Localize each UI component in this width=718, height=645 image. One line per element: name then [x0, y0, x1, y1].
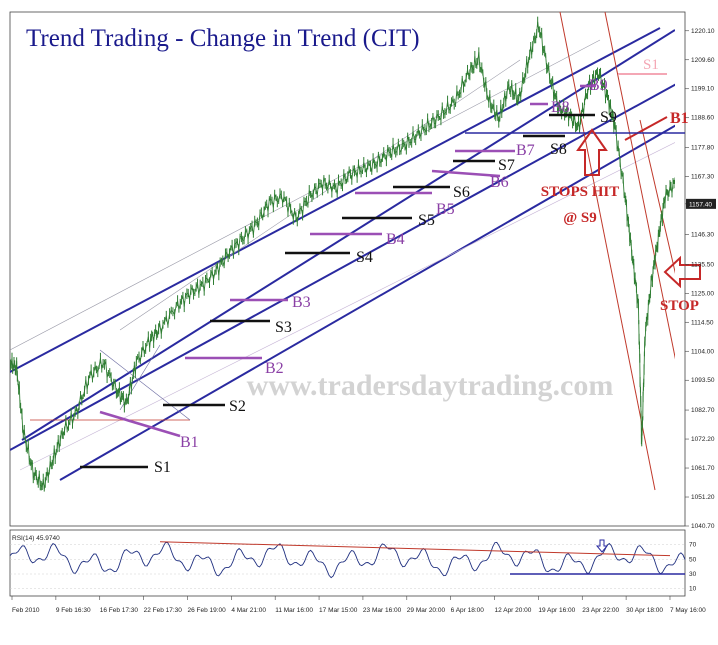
buy-level-line	[99, 410, 181, 438]
buy-level-label: B9	[589, 77, 608, 94]
y-tick-label: 1135.50	[691, 261, 714, 268]
x-tick-label: 19 Apr 16:00	[538, 607, 575, 614]
buy-level-label: B3	[292, 294, 311, 311]
stop-level-label: S1	[154, 459, 171, 476]
buy-level-label: B2	[265, 360, 284, 377]
x-tick-label: 9 Feb 16:30	[56, 607, 91, 614]
watermark-text: www.tradersdaytrading.com	[247, 369, 614, 402]
rsi-tick-label: 10	[689, 586, 697, 593]
buy-level-line	[431, 169, 501, 178]
x-tick-label: 29 Mar 20:00	[407, 607, 446, 614]
y-tick-label: 1114.50	[691, 319, 714, 326]
y-tick-label: 1072.20	[691, 436, 715, 443]
y-tick-label: 1125.00	[691, 290, 714, 297]
y-axis: 1220.10 1209.60 1199.10 1188.60 1177.80 1167.…	[685, 28, 716, 530]
x-tick-label: 30 Apr 18:00	[626, 607, 663, 614]
current-price-tag	[686, 198, 716, 209]
x-tick-label: 11 Mar 16:00	[275, 607, 313, 614]
price-series	[10, 16, 675, 492]
level-markers: B1 B2 B3 B4 B5 B6 B7 B8 B9 B1 S1 S2 S3 S4 S5 S6 S7 S8 S9 S1	[80, 57, 689, 476]
stop-label: STOP	[660, 298, 699, 314]
annotation-arrows	[576, 128, 701, 289]
y-tick-label: 1061.70	[691, 465, 715, 472]
x-tick-label: 23 Mar 16:00	[363, 607, 402, 614]
buy-level-label: B1	[180, 434, 199, 451]
y-tick-label: 1167.30	[691, 174, 714, 181]
channel-upper-line	[10, 27, 661, 373]
buy-level-label: B4	[386, 231, 405, 248]
x-tick-label: 12 Apr 20:00	[495, 607, 532, 614]
grey-channel-line	[119, 59, 521, 331]
buy-level-label: B7	[516, 142, 535, 159]
rsi-tick-label: 50	[689, 556, 697, 563]
y-tick-label: 1199.10	[691, 86, 714, 93]
rsi-trend-line	[159, 541, 671, 557]
stop-level-label: S7	[498, 157, 515, 174]
stop-level-label: S9	[600, 109, 617, 126]
price-line	[10, 21, 675, 490]
rsi-tick-label: 30	[689, 571, 697, 578]
x-tick-label: 16 Feb 17:30	[100, 607, 139, 614]
y-tick-label: 1177.80	[691, 145, 714, 152]
y-tick-label: 1220.10	[691, 28, 715, 35]
stop-level-label: S6	[453, 184, 470, 201]
x-tick-label: 26 Feb 19:00	[187, 607, 226, 614]
rsi-down-arrow-icon	[595, 539, 609, 553]
left-arrow-icon	[663, 255, 701, 289]
stops-hit-label: STOPS HIT	[541, 184, 620, 200]
buy-level-label: B5	[436, 201, 455, 218]
chart-title: Trend Trading - Change in Trend (CIT)	[26, 25, 420, 52]
buy-level-label: B8	[551, 99, 570, 116]
stop-level-label: S4	[356, 249, 373, 266]
grey-channel-line	[19, 142, 675, 471]
x-tick-label: 23 Apr 22:00	[582, 607, 619, 614]
stop-level-label: S1	[643, 57, 659, 73]
rsi-plot-frame	[9, 529, 686, 597]
y-tick-label: 1209.60	[691, 57, 715, 64]
red-trend-line	[604, 12, 675, 360]
buy-level-line	[624, 116, 668, 141]
main-plot-frame	[9, 11, 686, 527]
red-trend-line	[639, 119, 675, 274]
current-price-label: 1157.40	[689, 201, 712, 208]
y-tick-label: 1082.70	[691, 407, 715, 414]
y-tick-label: 1104.00	[691, 348, 714, 355]
x-tick-label: Feb 2010	[12, 607, 40, 614]
y-tick-label: 1188.60	[691, 115, 714, 122]
channel-middle-line	[10, 83, 675, 451]
x-tick-label: 17 Mar 15:00	[319, 607, 358, 614]
pattern-line	[99, 349, 191, 421]
stop-level-label: S8	[550, 141, 567, 158]
grey-channel-line	[10, 39, 601, 351]
red-trend-line	[559, 12, 656, 491]
buy-level-label: B1	[670, 110, 689, 127]
rsi-line	[9, 541, 686, 579]
y-tick-label: 1093.50	[691, 377, 715, 384]
up-arrow-icon	[576, 128, 608, 176]
stop-level-label: S2	[229, 398, 246, 415]
x-axis: Feb 2010 9 Feb 16:30 16 Feb 17:30 22 Feb 17…	[11, 596, 706, 614]
x-tick-label: 6 Apr 18:00	[451, 607, 485, 614]
stop-level-label: S5	[418, 212, 435, 229]
rsi-panel: 70 50 30 10	[9, 539, 697, 593]
stops-hit-sublabel: @ S9	[563, 210, 597, 226]
rsi-tick-label: 70	[689, 542, 697, 549]
y-tick-label: 1146.30	[691, 231, 714, 238]
y-tick-label: 1040.70	[691, 523, 715, 530]
x-tick-label: 7 May 16:00	[670, 607, 706, 614]
stop-level-label: S3	[275, 319, 292, 336]
x-tick-label: 22 Feb 17:30	[144, 607, 183, 614]
x-tick-label: 4 Mar 21:00	[231, 607, 266, 614]
rsi-label: RSI(14) 45.9740	[12, 535, 60, 542]
y-tick-label: 1051.20	[691, 494, 715, 501]
buy-level-label: B6	[490, 174, 509, 191]
